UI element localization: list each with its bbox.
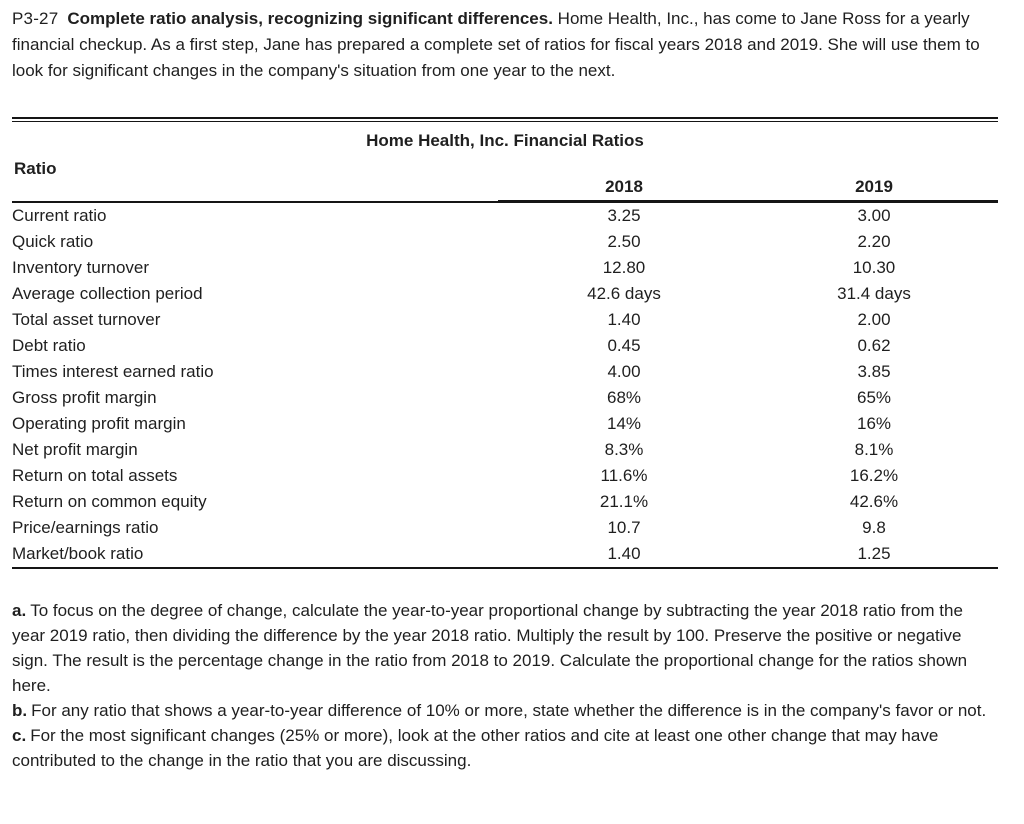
table-row: Market/book ratio 1.40 1.25: [12, 541, 998, 567]
question-c: c. For the most significant changes (25% …: [12, 726, 939, 770]
questions-block: a. To focus on the degree of change, calc…: [12, 598, 998, 773]
table-row: Return on total assets 11.6% 16.2%: [12, 463, 998, 489]
table-row: Return on common equity 21.1% 42.6%: [12, 489, 998, 515]
ratio-name-cell: Current ratio: [12, 201, 498, 229]
ratio-name-cell: Quick ratio: [12, 232, 94, 251]
ratio-name-cell: Return on common equity: [12, 492, 207, 511]
value-2019-cell: 31.4 days: [837, 284, 911, 303]
value-2019-cell: 10.30: [852, 258, 896, 277]
value-2019-cell: 2.20: [857, 232, 891, 251]
table-row: Current ratio 3.25 3.00: [12, 201, 998, 229]
value-2019-cell: 2.00: [857, 310, 891, 329]
problem-intro-text: Home Health, Inc., has come to Jane Ross…: [12, 9, 980, 80]
table-row: Times interest earned ratio 4.00 3.85: [12, 359, 998, 385]
value-2018-cell: 21.1%: [599, 492, 649, 511]
ratio-name-cell: Debt ratio: [12, 336, 86, 355]
table-title: Home Health, Inc. Financial Ratios: [366, 131, 644, 150]
value-2018-cell: 8.3%: [604, 440, 644, 459]
value-2018-cell: 14%: [606, 414, 642, 433]
value-2019-cell: 16.2%: [849, 466, 899, 485]
value-2018-cell: 2.50: [607, 232, 641, 251]
value-2019-cell: 3.00: [750, 201, 998, 229]
ratio-name-cell: Inventory turnover: [12, 258, 150, 277]
column-header-2019: 2019: [750, 157, 998, 201]
value-2019-cell: 42.6%: [849, 492, 899, 511]
value-2019-cell: 0.62: [857, 336, 891, 355]
table-row: Average collection period 42.6 days 31.4 d…: [12, 281, 998, 307]
value-2018-cell: 68%: [606, 388, 642, 407]
table-row: Inventory turnover 12.80 10.30: [12, 255, 998, 281]
table-top-rule: [12, 117, 998, 119]
table-row: Quick ratio 2.50 2.20: [12, 229, 998, 255]
financial-ratios-table: Home Health, Inc. Financial Ratios Ratio…: [12, 117, 998, 569]
question-label: b.: [12, 701, 28, 720]
table-row: Operating profit margin 14% 16%: [12, 411, 998, 437]
ratio-name-cell: Average collection period: [12, 284, 203, 303]
value-2018-cell: 1.40: [607, 310, 641, 329]
ratio-name-cell: Times interest earned ratio: [12, 362, 214, 381]
table-bottom-rule: [12, 567, 998, 569]
document-page: P3-27 Complete ratio analysis, recognizin…: [12, 6, 998, 773]
value-2018-cell: 4.00: [607, 362, 641, 381]
value-2018-cell: 11.6%: [600, 466, 648, 485]
value-2018-cell: 12.80: [602, 258, 646, 277]
value-2019-cell: 8.1%: [854, 440, 894, 459]
question-a: a. To focus on the degree of change, calc…: [12, 601, 968, 695]
table-header-row: Ratio 2018 2019: [12, 157, 998, 201]
value-2019-cell: 65%: [856, 388, 892, 407]
value-2018-cell: 42.6 days: [587, 284, 661, 303]
question-b: b. For any ratio that shows a year-to-yea…: [12, 701, 987, 720]
column-header-ratio: Ratio: [14, 159, 57, 178]
ratio-name-cell: Total asset turnover: [12, 310, 161, 329]
ratio-name-cell: Gross profit margin: [12, 388, 157, 407]
table-row: Price/earnings ratio 10.7 9.8: [12, 515, 998, 541]
question-label: c.: [12, 726, 27, 745]
table-top-rule-thin: [12, 121, 998, 122]
question-label: a.: [12, 601, 27, 620]
problem-number: P3-27: [12, 9, 59, 28]
ratio-name-cell: Price/earnings ratio: [12, 518, 159, 537]
ratio-name-cell: Operating profit margin: [12, 414, 186, 433]
value-2019-cell: 16%: [856, 414, 892, 433]
value-2018-cell: 0.45: [607, 336, 641, 355]
table-row: Debt ratio 0.45 0.62: [12, 333, 998, 359]
problem-intro-paragraph: P3-27 Complete ratio analysis, recognizin…: [12, 6, 998, 84]
table-row: Gross profit margin 68% 65%: [12, 385, 998, 411]
ratio-name-cell: Return on total assets: [12, 466, 178, 485]
value-2019-cell: 1.25: [857, 544, 891, 563]
value-2018-cell: 1.40: [607, 544, 641, 563]
column-header-2018: 2018: [498, 157, 750, 201]
value-2019-cell: 3.85: [857, 362, 891, 381]
ratio-name-cell: Net profit margin: [12, 440, 138, 459]
value-2018-cell: 3.25: [498, 201, 750, 229]
value-2019-cell: 9.8: [862, 518, 886, 537]
table-row: Total asset turnover 1.40 2.00: [12, 307, 998, 333]
ratio-name-cell: Market/book ratio: [12, 544, 144, 563]
table-row: Net profit margin 8.3% 8.1%: [12, 437, 998, 463]
problem-title: Complete ratio analysis, recognizing sig…: [67, 9, 553, 28]
value-2018-cell: 10.7: [607, 518, 641, 537]
